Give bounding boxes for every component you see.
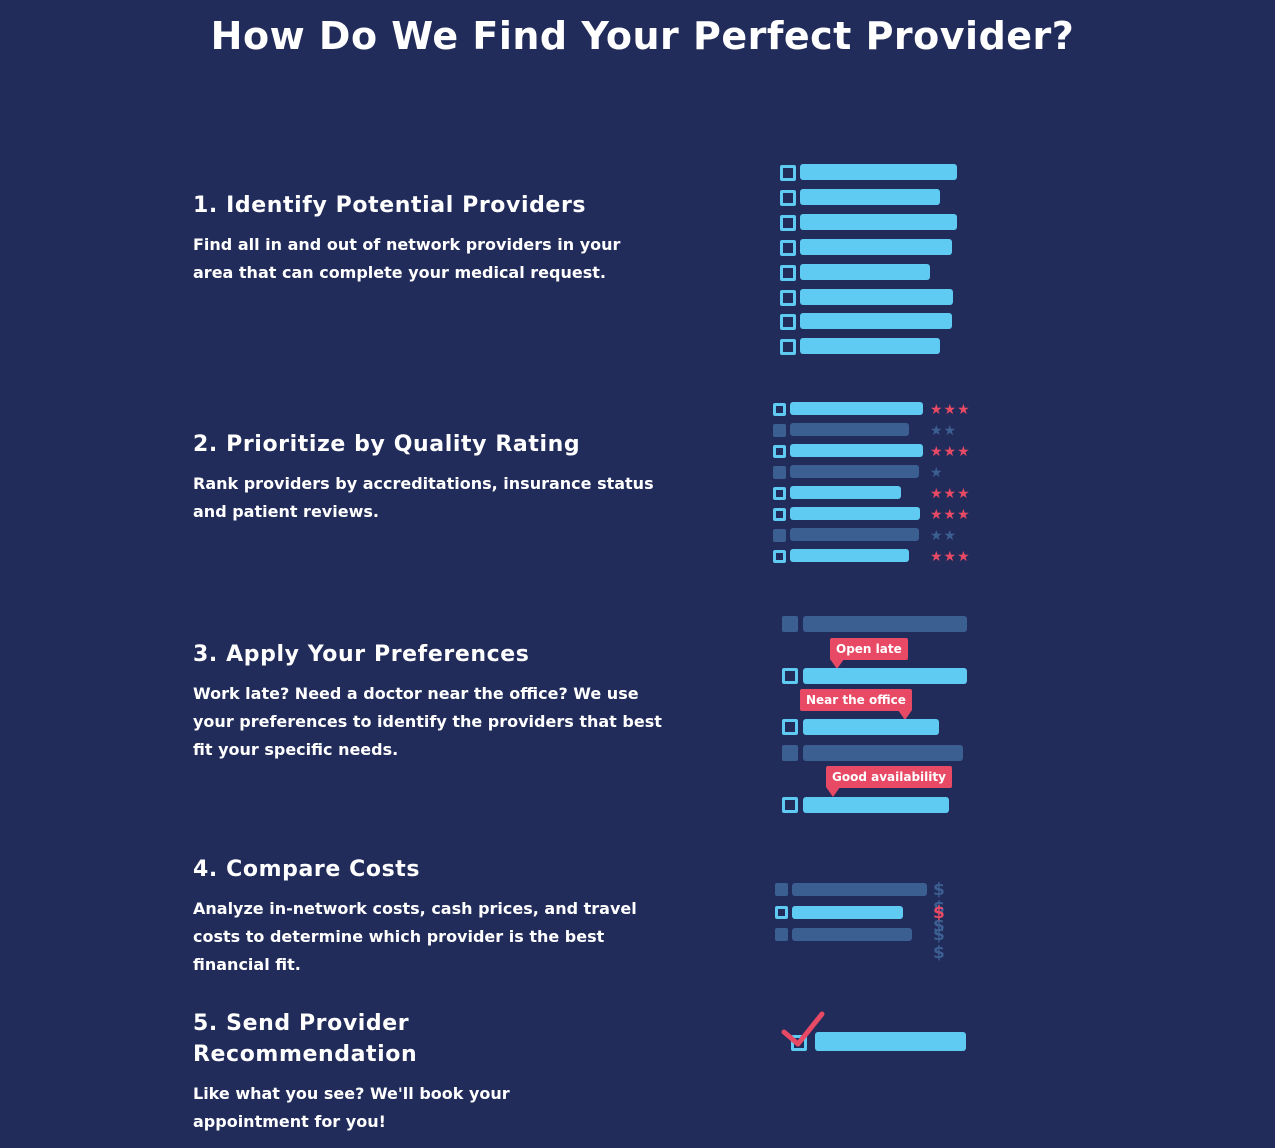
provider-bar xyxy=(792,883,927,896)
provider-bar xyxy=(790,402,923,415)
checkbox-icon xyxy=(775,928,788,941)
tag-pointer-icon xyxy=(830,659,844,669)
checkbox-icon xyxy=(780,165,796,181)
provider-bar xyxy=(790,465,919,478)
provider-bar xyxy=(790,444,923,457)
provider-bar xyxy=(790,507,920,520)
preference-tag: Near the office xyxy=(800,689,912,720)
cost-indicator: $ xyxy=(933,903,948,923)
checkbox-icon xyxy=(780,190,796,206)
checkbox-icon xyxy=(775,906,788,919)
provider-bar xyxy=(803,616,967,632)
star-rating-icon: ★ xyxy=(930,465,944,481)
checkbox-icon xyxy=(775,883,788,896)
checkbox-icon xyxy=(780,314,796,330)
star-rating-icon: ★★★ xyxy=(930,402,971,418)
checkbox-icon xyxy=(780,265,796,281)
provider-bar xyxy=(803,668,967,684)
step-heading: 5. Send Provider Recommendation xyxy=(193,1011,418,1067)
provider-bar xyxy=(803,719,939,735)
checkbox-icon xyxy=(773,403,786,416)
provider-bar xyxy=(790,423,909,436)
provider-bar xyxy=(800,313,952,329)
checkbox-icon xyxy=(780,290,796,306)
step-send-recommendation: 5. Send Provider Recommendation Like wha… xyxy=(193,1008,513,1136)
cost-indicator: $ $ xyxy=(933,925,948,963)
preference-tag-label: Good availability xyxy=(832,770,946,784)
tag-pointer-icon xyxy=(826,787,840,797)
quality-rating-illustration: ★★★ ★★ ★★★ ★ ★★★ ★★★ ★★ ★★★ xyxy=(773,402,978,567)
page-title: How Do We Find Your Perfect Provider? xyxy=(210,14,1075,58)
recommendation-illustration xyxy=(780,1010,970,1055)
star-rating-icon: ★★ xyxy=(930,528,958,544)
checkbox-icon xyxy=(773,424,786,437)
checkbox-icon xyxy=(773,487,786,500)
step-identify: 1. Identify Potential Providers Find all… xyxy=(193,190,663,287)
cost-indicator: $ $ $ xyxy=(933,880,948,936)
step-description: Rank providers by accreditations, insura… xyxy=(193,474,654,521)
provider-bar xyxy=(803,797,949,813)
checkbox-icon xyxy=(773,550,786,563)
provider-bar xyxy=(815,1032,966,1051)
provider-bar xyxy=(800,338,940,354)
checkbox-icon xyxy=(782,719,798,735)
preference-tag-label: Near the office xyxy=(806,693,906,707)
checkbox-icon xyxy=(780,215,796,231)
star-rating-icon: ★★★ xyxy=(930,444,971,460)
step-description: Analyze in-network costs, cash prices, a… xyxy=(193,899,637,974)
provider-bar xyxy=(800,264,930,280)
provider-bar xyxy=(800,239,952,255)
star-rating-icon: ★★ xyxy=(930,423,958,439)
checkbox-icon xyxy=(782,745,798,761)
step-heading: 2. Prioritize by Quality Rating xyxy=(193,432,581,457)
provider-bar xyxy=(792,906,903,919)
preference-tag-label: Open late xyxy=(836,642,902,656)
checkbox-icon xyxy=(782,797,798,813)
checkbox-icon xyxy=(780,240,796,256)
step-description: Work late? Need a doctor near the office… xyxy=(193,684,662,759)
provider-bar xyxy=(800,289,953,305)
provider-bar xyxy=(790,486,901,499)
step-heading: 1. Identify Potential Providers xyxy=(193,193,587,218)
preference-tag: Good availability xyxy=(826,766,952,797)
step-heading: 4. Compare Costs xyxy=(193,857,421,882)
step-description: Find all in and out of network providers… xyxy=(193,235,621,282)
checkbox-icon xyxy=(782,616,798,632)
provider-bar xyxy=(803,745,963,761)
provider-bar xyxy=(800,214,957,230)
provider-bar xyxy=(790,528,919,541)
star-rating-icon: ★★★ xyxy=(930,507,971,523)
checkbox-icon xyxy=(773,508,786,521)
step-compare-costs: 4. Compare Costs Analyze in-network cost… xyxy=(193,854,663,979)
checkbox-icon xyxy=(782,668,798,684)
star-rating-icon: ★★★ xyxy=(930,486,971,502)
star-rating-icon: ★★★ xyxy=(930,549,971,565)
cost-comparison-illustration: $ $ $ $ $ $ xyxy=(775,880,985,962)
checkbox-icon xyxy=(773,529,786,542)
step-description: Like what you see? We'll book your appoi… xyxy=(193,1084,510,1131)
step-preferences: 3. Apply Your Preferences Work late? Nee… xyxy=(193,639,663,764)
step-prioritize: 2. Prioritize by Quality Rating Rank pro… xyxy=(193,429,663,526)
checkmark-icon xyxy=(781,1011,825,1047)
step-heading: 3. Apply Your Preferences xyxy=(193,642,530,667)
preference-tag: Open late xyxy=(830,638,908,669)
preferences-illustration: Open late Near the office Good availabil… xyxy=(780,614,980,816)
provider-bar xyxy=(790,549,909,562)
provider-bar xyxy=(792,928,912,941)
provider-bar xyxy=(800,164,957,180)
checkbox-icon xyxy=(773,466,786,479)
provider-list-illustration xyxy=(780,164,960,359)
provider-bar xyxy=(800,189,940,205)
tag-pointer-icon xyxy=(897,710,912,720)
checkbox-icon xyxy=(773,445,786,458)
checkbox-icon xyxy=(791,1035,807,1051)
checkbox-icon xyxy=(780,339,796,355)
